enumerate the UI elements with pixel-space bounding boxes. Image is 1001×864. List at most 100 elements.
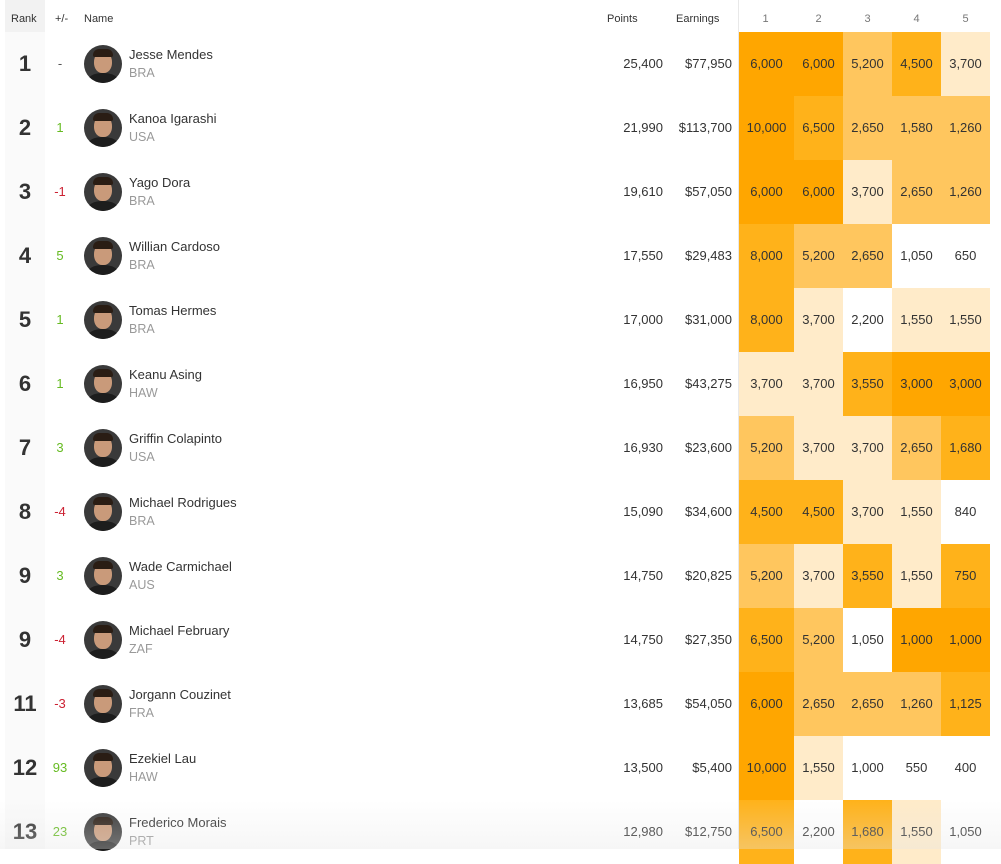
header-event-2[interactable]: 2: [815, 13, 822, 25]
table-row[interactable]: 5,200 3,700 3,700 2,650 1,680 7 3 Griffin Colap…: [0, 416, 1001, 480]
table-row[interactable]: 10,000 1,550 1,000 550 400 12 93 Ezekiel Lau HAW…: [0, 736, 1001, 800]
rank-change: 3: [56, 568, 64, 583]
avatar[interactable]: [84, 493, 122, 531]
table-row[interactable]: 5,200 3,700 3,550 1,550 750 9 3 Wade Carmichael…: [0, 544, 1001, 608]
header-change[interactable]: +/-: [55, 13, 69, 25]
athlete-name[interactable]: Kanoa Igarashi: [129, 111, 217, 126]
rank-number: 8: [18, 499, 32, 524]
table-row[interactable]: 6,000 2,650 2,650 1,260 1,125 11 -3 Jorgann Cou…: [0, 672, 1001, 736]
athlete-name[interactable]: Griffin Colapinto: [129, 431, 222, 446]
avatar-hair: [93, 369, 113, 377]
athlete-name[interactable]: Yago Dora: [129, 175, 191, 190]
header-earnings[interactable]: Earnings: [676, 13, 720, 25]
event-4-points-cell: 2,650: [892, 416, 941, 480]
athlete-country: BRA: [129, 514, 155, 528]
points-total: 13,500: [623, 760, 663, 775]
avatar[interactable]: [84, 685, 122, 723]
event-5-points-cell: 1,000: [941, 608, 990, 672]
avatar[interactable]: [84, 109, 122, 147]
header-event-5[interactable]: 5: [962, 13, 969, 25]
table-row[interactable]: 6,500 2,200 1,680 1,550 1,050 13 23 Frederico M…: [0, 800, 1001, 864]
avatar[interactable]: [84, 429, 122, 467]
event-3-points-cell: 3,700: [843, 416, 892, 480]
table-row[interactable]: 6,000 6,000 5,200 4,500 3,700 1- Jesse Mendes B…: [0, 32, 1001, 96]
table-row[interactable]: 4,500 4,500 3,700 1,550 840 8 -4 Michael Rodrig…: [0, 480, 1001, 544]
event-1-points-cell: 6,000: [739, 160, 794, 224]
event-1-points-cell: 6,000: [739, 32, 794, 96]
event-4-points-cell: 550: [892, 736, 941, 800]
event-4-points-cell: 4,500: [892, 32, 941, 96]
rank-change: 23: [52, 824, 68, 839]
athlete-name[interactable]: Keanu Asing: [129, 367, 203, 382]
avatar-hair: [93, 113, 113, 121]
athlete-name[interactable]: Ezekiel Lau: [129, 751, 197, 766]
rank-number: 9: [18, 627, 32, 652]
avatar[interactable]: [84, 621, 122, 659]
avatar[interactable]: [84, 365, 122, 403]
points-total: 16,950: [623, 376, 663, 391]
event-1-points-cell: 8,000: [739, 288, 794, 352]
header-event-3[interactable]: 3: [864, 13, 871, 25]
event-3-points-cell: 2,650: [843, 672, 892, 736]
avatar-shirt: [88, 841, 118, 851]
avatar-hair: [93, 241, 113, 249]
avatar[interactable]: [84, 557, 122, 595]
event-1-points-cell: 10,000: [739, 96, 794, 160]
event-2-points-cell: 2,200: [794, 800, 843, 864]
athlete-country: BRA: [129, 194, 155, 208]
athlete-name[interactable]: Jesse Mendes: [129, 47, 213, 62]
avatar-hair: [93, 753, 113, 761]
athlete-country: USA: [129, 130, 155, 144]
header-event-4[interactable]: 4: [913, 13, 920, 25]
event-2-points-cell: 1,550: [794, 736, 843, 800]
avatar[interactable]: [84, 173, 122, 211]
table-row[interactable]: 8,000 3,700 2,200 1,550 1,550 5 1 Tomas Hermes B…: [0, 288, 1001, 352]
athlete-name[interactable]: Willian Cardoso: [129, 239, 221, 254]
earnings-total: $29,483: [685, 248, 732, 263]
avatar[interactable]: [84, 301, 122, 339]
athlete-country: AUS: [129, 578, 155, 592]
header-event-1[interactable]: 1: [762, 13, 769, 25]
athlete-name[interactable]: Wade Carmichael: [129, 559, 232, 574]
avatar-shirt: [88, 73, 118, 83]
points-total: 25,400: [623, 56, 663, 71]
table-row[interactable]: 6,000 6,000 3,700 2,650 1,260 3 -1 Yago Dora BRA…: [0, 160, 1001, 224]
event-1-points-cell: 6,500: [739, 800, 794, 864]
avatar[interactable]: [84, 45, 122, 83]
event-4-points-cell: 3,000: [892, 352, 941, 416]
event-1-points-cell: 4,500: [739, 480, 794, 544]
event-3-points-cell: 5,200: [843, 32, 892, 96]
rank-number: 1: [18, 51, 32, 76]
earnings-total: $54,050: [685, 696, 732, 711]
avatar-hair: [93, 561, 113, 569]
avatar[interactable]: [84, 813, 122, 851]
athlete-name[interactable]: Jorgann Couzinet: [129, 687, 231, 702]
avatar[interactable]: [84, 749, 122, 787]
table-row[interactable]: 10,000 6,500 2,650 1,580 1,260 2 1 Kanoa Igaras…: [0, 96, 1001, 160]
rank-change: 3: [56, 440, 64, 455]
event-3-points-cell: 2,650: [843, 96, 892, 160]
column-separator: [738, 0, 739, 849]
athlete-name[interactable]: Frederico Morais: [129, 815, 227, 830]
table-row[interactable]: 6,500 5,200 1,050 1,000 1,000 9 -4 Michael Febr…: [0, 608, 1001, 672]
earnings-total: $77,950: [685, 56, 732, 71]
rank-number: 12: [12, 755, 38, 780]
event-5-points-cell: 400: [941, 736, 990, 800]
avatar-shirt: [88, 457, 118, 467]
avatar-hair: [93, 497, 113, 505]
athlete-name[interactable]: Michael February: [129, 623, 230, 638]
table-row[interactable]: 3,700 3,700 3,550 3,000 3,000 6 1 Keanu Asing HA…: [0, 352, 1001, 416]
event-3-points-cell: 1,050: [843, 608, 892, 672]
header-name[interactable]: Name: [84, 13, 114, 25]
avatar-hair: [93, 305, 113, 313]
athlete-name[interactable]: Tomas Hermes: [129, 303, 217, 318]
header-rank[interactable]: Rank: [11, 13, 37, 25]
event-2-points-cell: 5,200: [794, 224, 843, 288]
rank-column-background: [5, 32, 45, 849]
table-row[interactable]: 8,000 5,200 2,650 1,050 650 4 5 Willian Cardoso…: [0, 224, 1001, 288]
athlete-country: USA: [129, 450, 155, 464]
athlete-name[interactable]: Michael Rodrigues: [129, 495, 237, 510]
avatar[interactable]: [84, 237, 122, 275]
header-points[interactable]: Points: [607, 13, 638, 25]
event-2-points-cell: 6,000: [794, 32, 843, 96]
